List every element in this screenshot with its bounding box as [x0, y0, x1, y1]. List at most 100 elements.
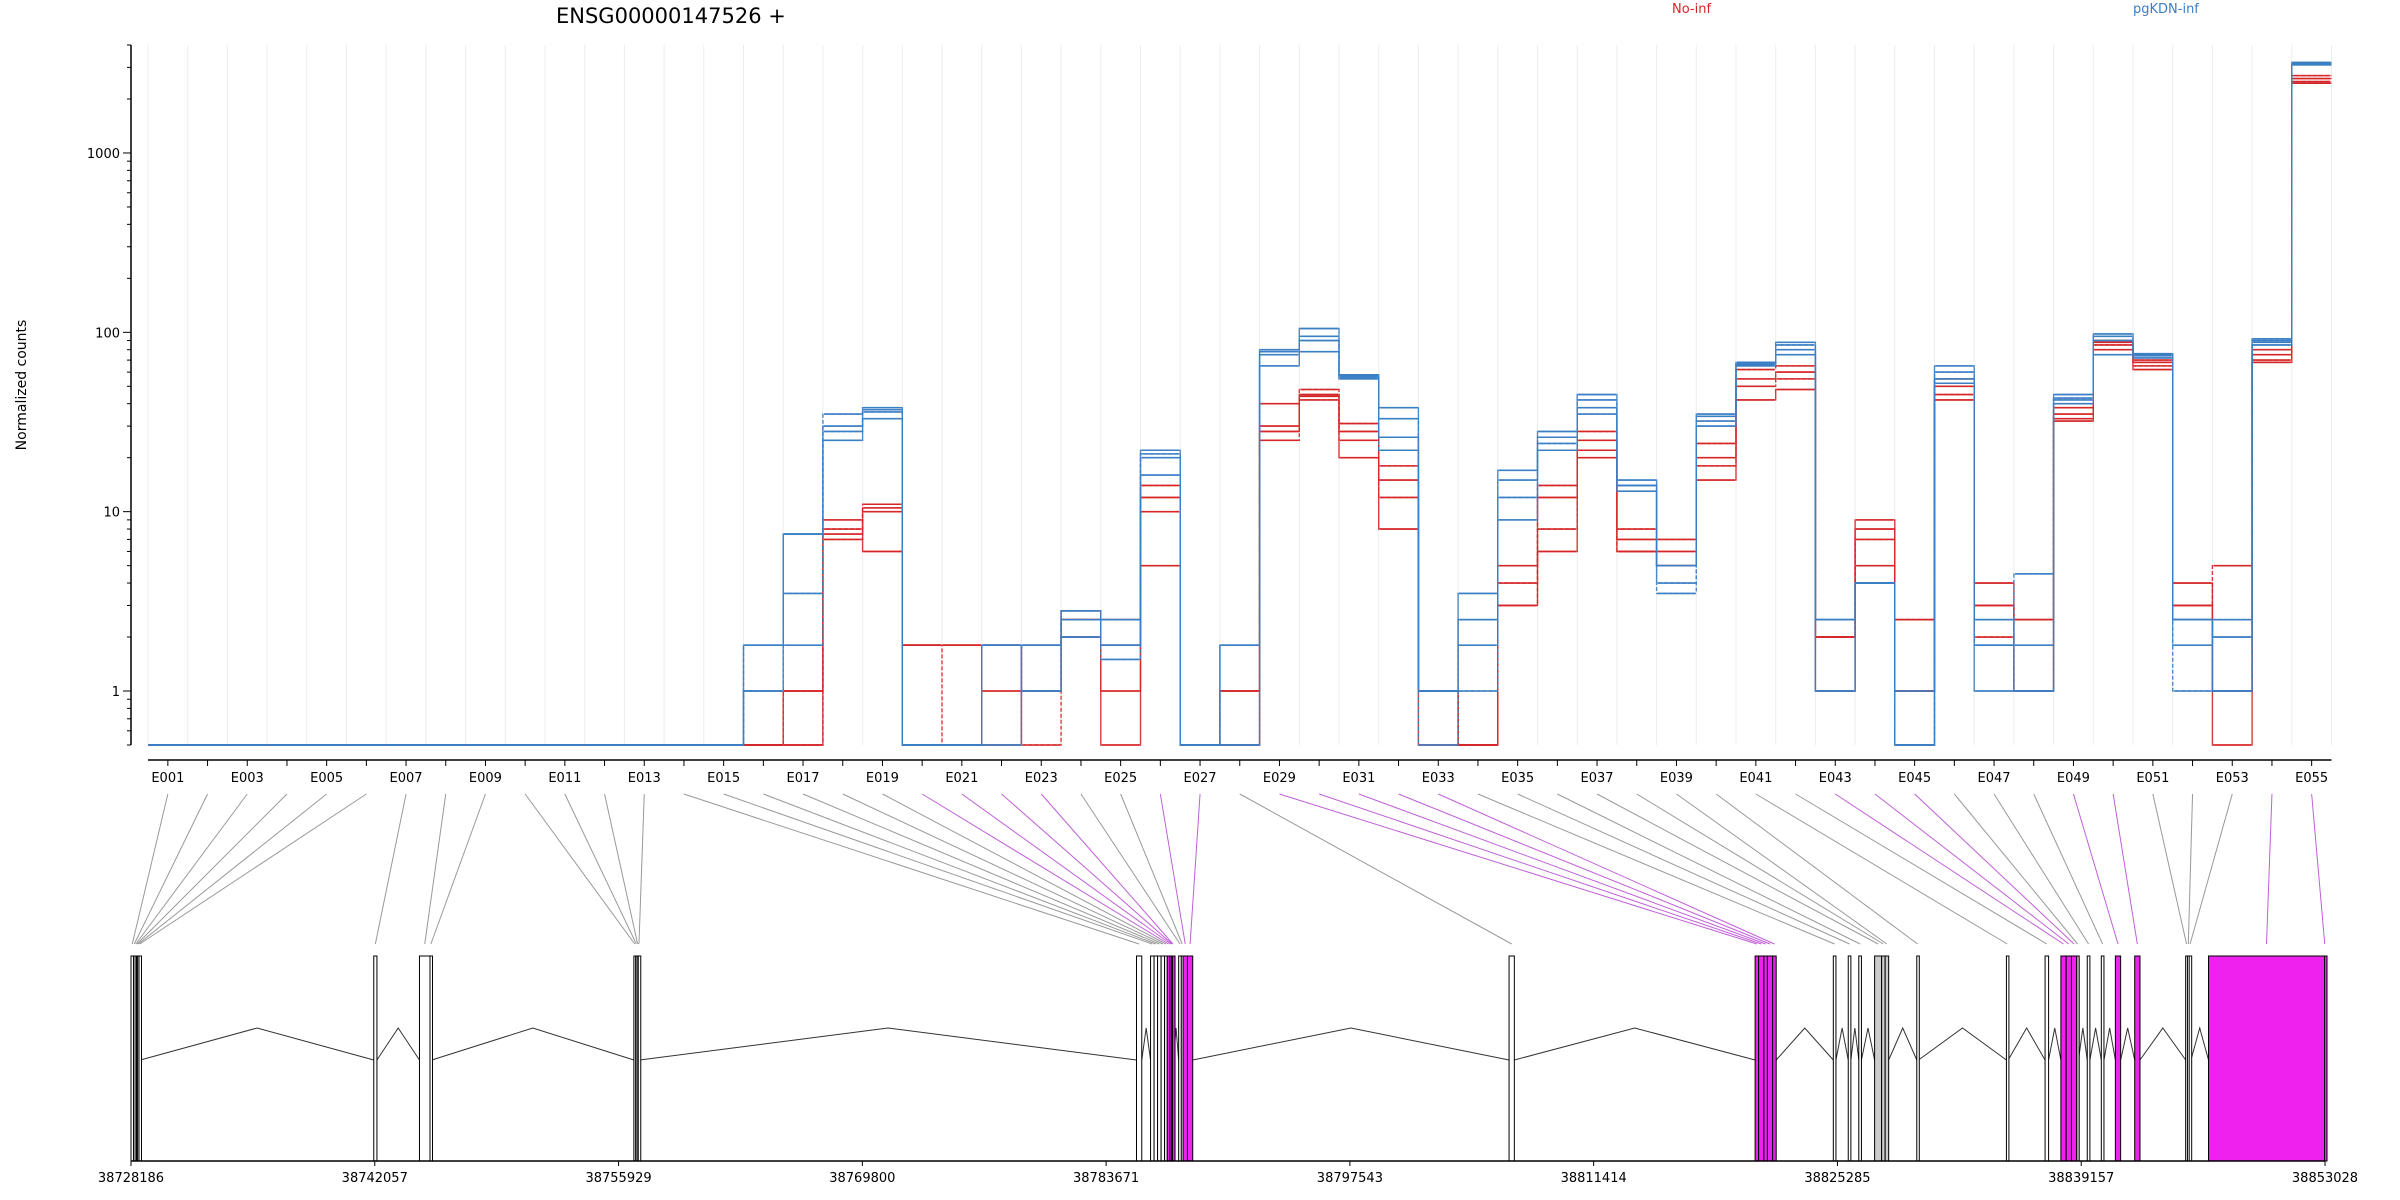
exon-connector: [961, 793, 1172, 945]
exon-connector: [137, 793, 327, 945]
x-tick-label: E029: [1263, 771, 1296, 786]
exon-connector: [1557, 793, 1861, 945]
exon-connector: [2266, 793, 2273, 945]
intron-line: [1860, 1027, 1876, 1061]
intron-line: [1192, 1027, 1510, 1061]
exon-box: [1874, 955, 1883, 1162]
x-tick-label: E031: [1342, 771, 1375, 786]
exon-connector: [1517, 793, 1850, 945]
intron-line: [140, 1027, 374, 1061]
exon-box: [2070, 955, 2078, 1162]
exon-box: [2208, 955, 2326, 1162]
x-tick-label: E023: [1025, 771, 1058, 786]
y-axis-label: Normalized counts: [14, 320, 30, 451]
coordinate-tick-label: 38825285: [1804, 1171, 1870, 1186]
genomic-coordinate-axis: 38728186 38742057 38755929 38769800 38783671…: [98, 1160, 2358, 1186]
x-tick-label: E007: [390, 771, 423, 786]
exon-box: [1766, 955, 1774, 1162]
x-tick-label: E055: [2295, 771, 2328, 786]
exon-connector: [2189, 793, 2233, 945]
exon-box: [2005, 955, 2010, 1162]
intron-line: [2190, 1026, 2210, 1061]
x-tick-label: E045: [1898, 771, 1931, 786]
x-tick-label: E009: [469, 771, 502, 786]
x-tick-label: E047: [1978, 771, 2011, 786]
exon-box: [1157, 955, 1162, 1162]
exon-connector-lines: [131, 793, 2326, 945]
exon-connector: [2112, 793, 2138, 945]
exon-connector: [1189, 793, 1201, 945]
exon-connector: [133, 793, 208, 945]
exon-connector: [1358, 793, 1766, 945]
intron-line: [431, 1027, 635, 1061]
exon-connector: [2152, 793, 2188, 945]
exon-box: [1916, 955, 1920, 1162]
exon-box: [1847, 955, 1852, 1162]
coordinate-tick-label: 38811414: [1561, 1171, 1627, 1186]
exon-connector: [1953, 793, 2078, 945]
exon-connector: [1040, 793, 1174, 945]
coordinate-tick-label: 38769800: [829, 1171, 895, 1186]
exon-box: [1881, 955, 1886, 1162]
x-tick-label: E019: [866, 771, 899, 786]
intron-line: [2077, 1027, 2088, 1061]
intron-line: [1888, 1026, 1918, 1061]
intron-line: [1514, 1027, 1756, 1061]
exon-connector: [1477, 793, 1835, 945]
y-axis: 1 10 100 1000: [87, 44, 132, 746]
exon-connector: [1596, 793, 1879, 945]
exon-box: [138, 955, 142, 1162]
exon-connector: [1398, 793, 1771, 945]
exon-connector: [135, 793, 248, 945]
coordinate-tick-label: 38755929: [585, 1171, 651, 1186]
intron-line: [2007, 1026, 2046, 1061]
exon-box: [2065, 955, 2072, 1162]
x-tick-label: E037: [1581, 771, 1614, 786]
exon-box: [1135, 955, 1143, 1162]
x-tick-label: E043: [1819, 771, 1852, 786]
series-line-pgkdn-inf: [148, 62, 2332, 746]
y-tick-label: 10: [103, 506, 120, 521]
coordinate-tick-label: 38853028: [2292, 1171, 2358, 1186]
x-tick-label: E017: [787, 771, 820, 786]
exon-connector: [139, 793, 367, 945]
exon-connector: [2033, 793, 2104, 945]
x-tick-label: E053: [2216, 771, 2249, 786]
intron-line: [1835, 1027, 1849, 1061]
exon-connector: [136, 793, 288, 945]
exon-connector: [430, 793, 486, 945]
exon-connector: [1715, 793, 1918, 945]
exon-box: [2324, 955, 2328, 1162]
exon-box: [1754, 955, 1760, 1162]
coordinate-tick-label: 38728186: [98, 1171, 164, 1186]
exon-connector: [1676, 793, 1888, 945]
intron-line: [1850, 1027, 1860, 1061]
exon-connector: [1914, 793, 2075, 945]
intron-line: [2120, 1027, 2136, 1061]
exon-connector: [1239, 793, 1512, 945]
legend-no-inf: No-inf: [1672, 2, 1711, 17]
exon-connector: [638, 793, 645, 945]
exon-connector: [763, 793, 1157, 945]
exon-connector: [1636, 793, 1884, 945]
exon-connector: [1001, 793, 1173, 945]
x-tick-label: E005: [310, 771, 343, 786]
exon-box: [1758, 955, 1765, 1162]
exon-connector: [1120, 793, 1183, 945]
exon-box: [2114, 955, 2122, 1162]
exon-connector: [802, 793, 1160, 945]
exon-box: [2076, 955, 2080, 1162]
exon-box: [1772, 955, 1777, 1162]
series-line-pgkdn-inf: [148, 61, 2332, 746]
exon-box: [2044, 955, 2050, 1162]
exon-box: [2060, 955, 2067, 1162]
exon-box: [373, 955, 378, 1162]
x-tick-label: E021: [945, 771, 978, 786]
coordinate-tick-label: 38797543: [1317, 1171, 1383, 1186]
vertical-gridlines: [147, 45, 2332, 745]
exon-connector: [1874, 793, 2070, 945]
intron-line: [2048, 1027, 2062, 1061]
exon-connector: [564, 793, 637, 945]
coordinate-tick-label: 38839157: [2048, 1171, 2114, 1186]
